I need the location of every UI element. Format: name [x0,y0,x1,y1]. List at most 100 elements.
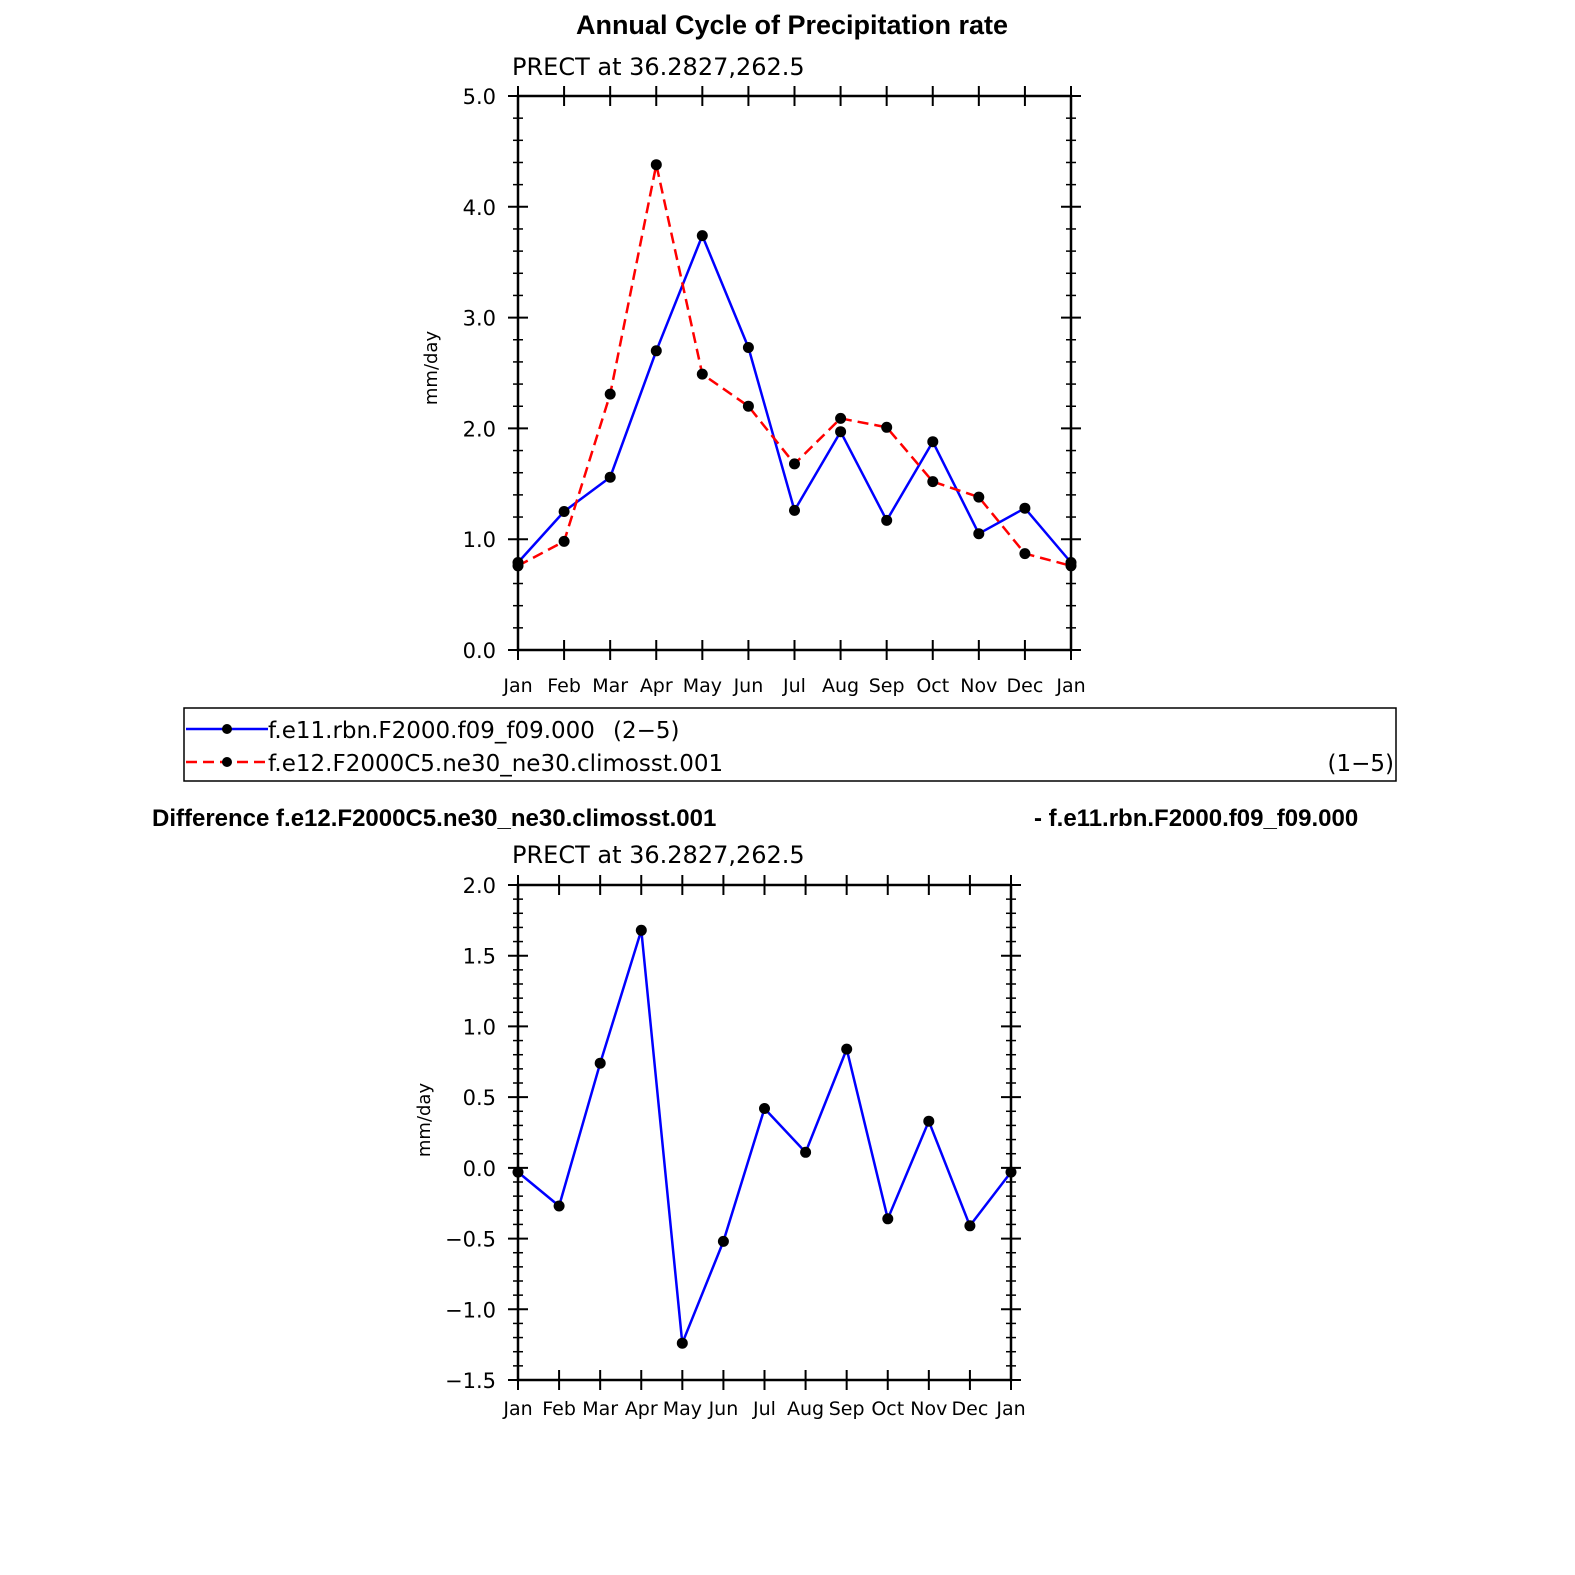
y-tick-label: 2.0 [463,874,496,898]
difference-title-left: Difference f.e12.F2000C5.ne30_ne30.climo… [152,805,716,832]
x-tick-label: Jun [708,1398,739,1420]
x-tick-label: Dec [1007,675,1044,697]
x-tick-label: Jan [1055,675,1085,697]
data-point-series-1 [882,1213,894,1225]
data-point-series-1 [594,1057,606,1069]
x-tick-label: Jan [502,1398,532,1420]
data-point-series-1 [1019,502,1031,514]
y-tick-label: 1.5 [463,945,496,969]
legend-marker-series-1 [222,724,232,734]
y-tick-label: 0.0 [463,639,496,663]
x-tick-label: Feb [542,1398,576,1420]
x-tick-label: Jul [782,675,806,697]
x-tick-label: Apr [640,675,673,697]
data-point-series-1 [923,1115,935,1127]
legend-label-series-2: f.e12.F2000C5.ne30_ne30.climosst.001 [268,751,723,777]
x-tick-label: Jun [733,675,764,697]
y-tick-label: 1.0 [463,528,496,552]
x-tick-label: Aug [787,1398,824,1420]
x-tick-label: Apr [625,1398,658,1420]
x-tick-label: Jul [752,1398,776,1420]
y-tick-label: 2.0 [463,417,496,441]
data-point-series-2 [881,421,893,433]
data-point-series-1 [1005,1166,1017,1178]
data-point-series-2 [696,368,708,380]
y-tick-label: −1.5 [445,1369,496,1393]
plot-area: 0.0 1.0 2.0 3.0 4.0 5.0 Jan Feb Mar Apr May Jun Jul A… [463,85,1086,697]
x-tick-label: May [663,1398,702,1420]
x-tick-label: Jan [995,1398,1025,1420]
chart-subtitle: PRECT at 36.2827,262.5 [512,53,805,81]
data-point-series-1 [696,230,708,242]
y-tick-label: −0.5 [445,1228,496,1252]
chart-subtitle: PRECT at 36.2827,262.5 [512,841,805,869]
data-point-series-1 [604,471,616,483]
x-tick-label: Dec [952,1398,989,1420]
x-tick-label: Feb [547,675,581,697]
y-tick-label: 1.0 [463,1015,496,1039]
data-point-series-1 [759,1103,770,1114]
data-point-series-1 [512,1166,524,1178]
legend-marker-series-2 [222,757,232,767]
data-point-series-1 [789,504,800,516]
x-tick-label: Aug [822,675,859,697]
data-point-series-1 [650,345,662,357]
legend-range-series-2: (1−5) [1328,751,1394,777]
data-point-series-1 [841,1043,853,1055]
data-point-series-1 [742,342,754,353]
y-tick-label: −1.0 [445,1298,496,1322]
data-point-series-1 [717,1235,729,1247]
y-axis-label: mm/day [421,331,442,406]
x-tick-label: May [683,675,722,697]
data-point-series-2 [835,412,847,424]
data-point-series-2 [604,388,616,400]
plot-area: −1.5 −1.0 −0.5 0.0 0.5 1.0 1.5 2.0 Jan Feb Mar Apr M… [445,874,1026,1420]
data-point-series-2 [1019,548,1031,560]
x-tick-label: Jan [502,675,532,697]
chart-title: Annual Cycle of Precipitation rate [576,10,1008,40]
data-point-series-2 [1065,560,1077,572]
x-tick-label: Nov [910,1398,947,1420]
data-point-series-1 [973,528,985,540]
data-point-series-2 [789,458,800,470]
data-point-series-1 [881,514,893,526]
x-tick-label: Mar [582,1398,618,1420]
data-point-series-2 [650,159,662,171]
x-tick-label: Oct [916,675,949,697]
legend: f.e11.rbn.F2000.f09_f09.000 (2−5) f.e12.… [183,707,1397,782]
x-tick-label: Mar [592,675,628,697]
series-line-1 [517,929,1012,1345]
x-tick-label: Nov [960,675,997,697]
y-tick-label: 3.0 [463,307,496,331]
plot-frame [516,94,1073,652]
x-tick-label: Oct [871,1398,904,1420]
data-point-series-1 [553,1200,565,1212]
data-point-series-2 [558,535,570,547]
y-tick-label: 0.5 [463,1086,496,1110]
data-point-series-2 [927,476,939,488]
y-axis-label: mm/day [414,1083,435,1158]
data-point-series-1 [927,436,939,448]
y-tick-label: 5.0 [463,85,496,109]
plot-frame [516,883,1013,1382]
x-tick-label: Sep [869,675,905,697]
data-point-series-2 [512,560,524,572]
data-point-series-1 [676,1337,688,1349]
y-tick-label: 4.0 [463,196,496,220]
legend-label-series-1: f.e11.rbn.F2000.f09_f09.000 [268,718,595,744]
data-point-series-2 [742,400,754,412]
legend-box [183,707,1397,782]
annual-cycle-chart: Annual Cycle of Precipitation rate PRECT… [421,10,1086,697]
data-point-series-2 [973,491,985,503]
difference-title-right: - f.e11.rbn.F2000.f09_f09.000 [1034,805,1358,832]
legend-range-series-1: (2−5) [613,718,679,744]
y-tick-label: 0.0 [463,1157,496,1181]
difference-chart: Difference f.e12.F2000C5.ne30_ne30.climo… [152,805,1358,1420]
data-point-series-1 [558,506,570,517]
data-point-series-1 [835,426,847,438]
data-point-series-1 [964,1220,976,1232]
data-point-series-1 [800,1146,812,1158]
x-tick-label: Sep [829,1398,865,1420]
data-point-series-1 [635,924,647,936]
